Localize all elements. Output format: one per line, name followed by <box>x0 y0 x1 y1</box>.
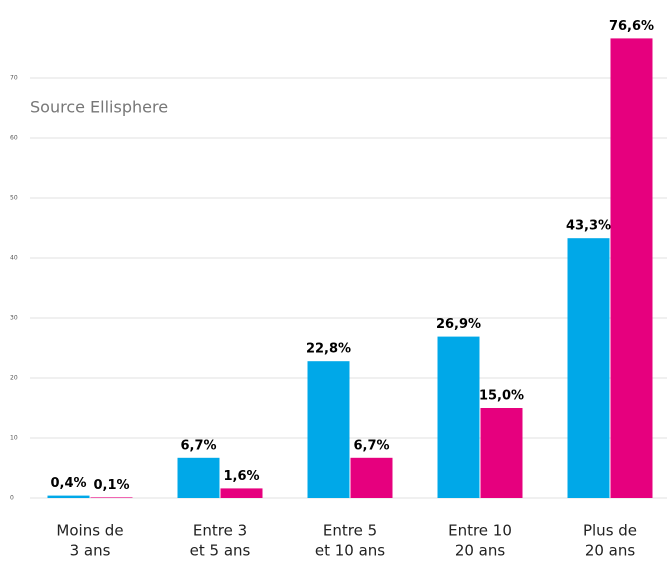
x-tick-label: Entre 3 <box>193 522 247 540</box>
value-label: 43,3% <box>566 219 611 234</box>
value-label: 22,8% <box>306 342 351 357</box>
x-tick-label: et 5 ans <box>190 542 251 560</box>
bar <box>307 361 350 498</box>
x-tick-label: et 10 ans <box>315 542 385 560</box>
y-tick-label: 60 <box>10 135 18 142</box>
y-tick-label: 30 <box>10 315 18 322</box>
x-tick-label: 3 ans <box>70 542 111 560</box>
bar <box>610 38 653 499</box>
x-tick-label: Entre 5 <box>323 522 377 540</box>
x-tick-label: 20 ans <box>455 542 506 560</box>
y-tick-label: 50 <box>10 195 18 202</box>
value-label: 15,0% <box>479 389 524 404</box>
x-tick-label: 20 ans <box>585 542 636 560</box>
bar <box>480 408 523 498</box>
source-annotation: Source Ellisphere <box>30 98 168 117</box>
value-label: 6,7% <box>353 438 389 453</box>
y-tick-label: 10 <box>10 435 18 442</box>
bar <box>567 238 610 498</box>
value-label: 76,6% <box>609 19 654 34</box>
value-label: 1,6% <box>223 469 259 484</box>
bar <box>47 495 90 498</box>
y-tick-label: 40 <box>10 255 18 262</box>
value-label: 0,1% <box>93 478 129 493</box>
y-tick-label: 20 <box>10 375 18 382</box>
bar <box>90 497 133 498</box>
x-tick-label: Plus de <box>583 522 637 540</box>
bar <box>220 488 263 498</box>
bar <box>437 336 480 498</box>
value-label: 0,4% <box>50 476 86 491</box>
y-tick-label: 0 <box>10 495 14 502</box>
y-tick-label: 70 <box>10 75 18 82</box>
value-label: 6,7% <box>180 438 216 453</box>
bar <box>350 457 393 498</box>
x-tick-label: Entre 10 <box>448 522 512 540</box>
x-tick-label: Moins de <box>56 522 123 540</box>
value-label: 26,9% <box>436 317 481 332</box>
bar <box>177 457 220 498</box>
